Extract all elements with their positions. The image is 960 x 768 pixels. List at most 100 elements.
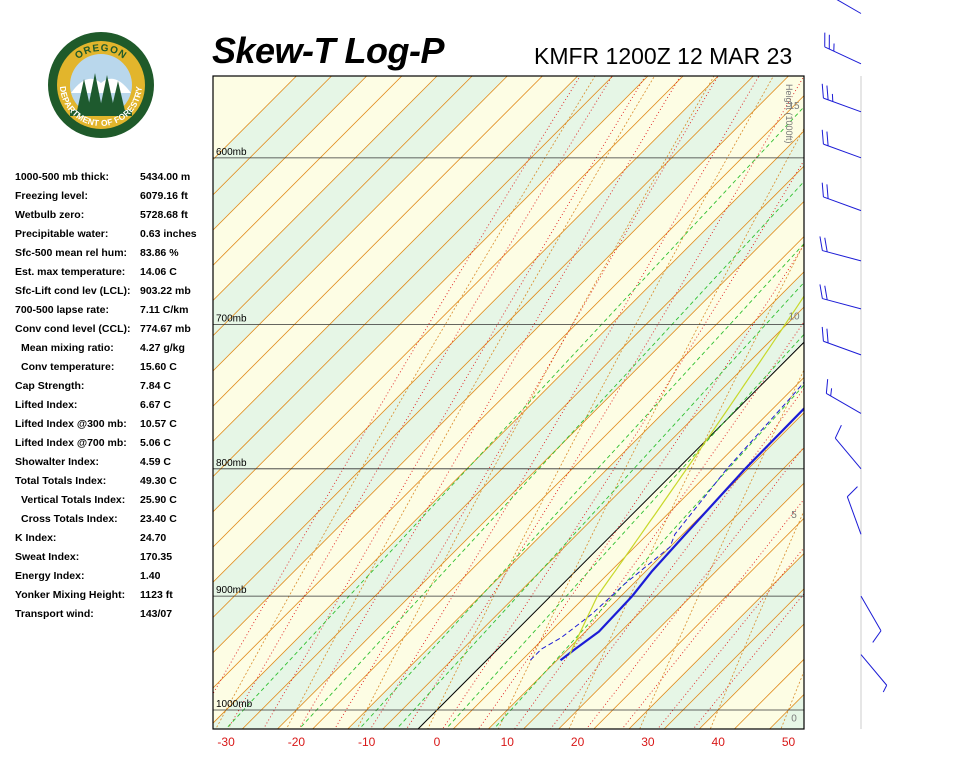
isotherm-line [213, 76, 543, 407]
wind-barb [819, 284, 862, 310]
stat-row: Sfc-500 mean rel hum: 83.86 % [15, 244, 210, 263]
oregon-forestry-logo: OREGON DEPARTMENT OF FORESTRY [47, 31, 155, 139]
isotherm-line [277, 200, 804, 729]
stat-value: 170.35 [140, 551, 173, 563]
height-tick-label: 0 [791, 714, 797, 725]
wind-barb [821, 326, 862, 356]
x-tick-label: 40 [712, 735, 726, 749]
stat-value: 4.59 C [140, 456, 171, 468]
isotherm-line [213, 95, 804, 689]
x-tick-label: 0 [434, 735, 441, 749]
temperature-band [213, 130, 804, 729]
wind-barb [821, 83, 862, 113]
isotherm-line [213, 76, 578, 442]
sounding-profiles [529, 295, 804, 662]
height-tick-label: 10 [788, 312, 800, 323]
isobar-label: 900mb [216, 585, 247, 596]
isobar-label: 600mb [216, 147, 247, 158]
stat-row: Conv temperature: 15.60 C [15, 358, 210, 377]
isotherm-line [242, 165, 804, 729]
stat-label: Lifted Index: [15, 399, 78, 411]
isobar-label: 800mb [216, 458, 247, 469]
wind-barb [821, 182, 862, 212]
temperature-profile [559, 407, 804, 662]
stat-row: Vertical Totals Index: 25.90 C [15, 491, 210, 510]
stat-value: 6.67 C [140, 399, 171, 411]
x-tick-label: 20 [571, 735, 585, 749]
stat-row: Mean mixing ratio: 4.27 g/kg [15, 339, 210, 358]
isotherm-line [213, 76, 332, 196]
isotherm-line [452, 376, 804, 729]
isotherm-line [523, 447, 804, 729]
stat-label: Vertical Totals Index: [21, 494, 126, 506]
stat-value: 7.11 C/km [140, 304, 189, 316]
stat-value: 7.84 C [140, 380, 171, 392]
isotherm-line [213, 76, 614, 478]
x-tick-label: -30 [217, 735, 235, 749]
wind-barbs [819, 0, 888, 729]
stat-row: Lifted Index @300 mb: 10.57 C [15, 415, 210, 434]
stat-label: K Index: [15, 532, 57, 544]
isotherm-line [805, 76, 960, 729]
stat-value: 903.22 mb [140, 285, 191, 297]
stat-label: 1000-500 mb thick: [15, 171, 109, 183]
stat-row: Lifted Index @700 mb: 5.06 C [15, 434, 210, 453]
isotherm-line [347, 271, 804, 729]
mixing-ratio-line [493, 384, 804, 729]
isotherm-line [213, 76, 368, 231]
stat-value: 143/07 [140, 608, 173, 620]
isotherm-line [628, 553, 804, 729]
isotherm-line [213, 76, 684, 548]
stat-value: 24.70 [140, 532, 167, 544]
stat-value: 774.67 mb [140, 323, 191, 335]
stat-label: Cross Totals Index: [21, 513, 118, 525]
isotherm-line [558, 482, 804, 729]
stat-row: Lifted Index: 6.67 C [15, 396, 210, 415]
stat-label: Energy Index: [15, 570, 85, 582]
stat-label: Sfc-500 mean rel hum: [15, 247, 128, 259]
stat-label: Conv temperature: [21, 361, 115, 373]
isobar-label: 700mb [216, 313, 247, 324]
stat-label: Sfc-Lift cond lev (LCL): [15, 285, 131, 297]
x-axis-tick-labels: -30 -20 -10 0 10 20 30 40 50 [217, 735, 795, 749]
stat-row: Energy Index: 1.40 [15, 567, 210, 586]
stat-row: Showalter Index: 4.59 C [15, 453, 210, 472]
stat-value: 23.40 C [140, 513, 177, 525]
stat-label: Transport wind: [15, 608, 94, 620]
wind-barb [834, 424, 862, 470]
mixing-ratio-line [445, 333, 804, 729]
stat-label: Freezing level: [15, 190, 88, 202]
stat-value: 49.30 C [140, 475, 177, 487]
stability-indices-panel: 1000-500 mb thick: 5434.00 m Freezing leve… [15, 168, 210, 624]
stat-value: 4.27 g/kg [140, 342, 185, 354]
stat-label: Showalter Index: [15, 456, 100, 468]
dry-adiabat [907, 0, 960, 768]
mixing-ratio-line [395, 281, 804, 729]
isobar-label: 1000mb [216, 699, 253, 710]
stat-row: Total Totals Index: 49.30 C [15, 472, 210, 491]
stat-row: Sfc-Lift cond lev (LCL): 903.22 mb [15, 282, 210, 301]
height-tick-label: 5 [791, 510, 797, 521]
x-tick-label: 30 [641, 735, 655, 749]
stat-label: 700-500 lapse rate: [15, 304, 109, 316]
isotherm-line [213, 76, 508, 372]
isotherm-line [840, 76, 960, 729]
stat-label: Wetbulb zero: [15, 209, 85, 221]
dry-adiabat [356, 76, 715, 729]
stat-value: 5728.68 ft [140, 209, 188, 221]
stat-row: 700-500 lapse rate: 7.11 C/km [15, 301, 210, 320]
dry-adiabat [835, 0, 960, 768]
moist-adiabat [621, 498, 804, 729]
isotherm-line [213, 76, 403, 266]
moist-adiabat [405, 76, 804, 729]
stat-row: Conv cond level (CCL): 774.67 mb [15, 320, 210, 339]
parcel-path [569, 295, 804, 655]
wind-barb [860, 595, 882, 643]
isotherm-line [213, 76, 719, 583]
stat-value: 5434.00 m [140, 171, 191, 183]
stat-label: Conv cond level (CCL): [15, 323, 131, 335]
stat-label: Sweat Index: [15, 551, 80, 563]
isobar-lines: 200mb300mb400mb500mb600mb700mb800mb900mb… [213, 147, 804, 711]
